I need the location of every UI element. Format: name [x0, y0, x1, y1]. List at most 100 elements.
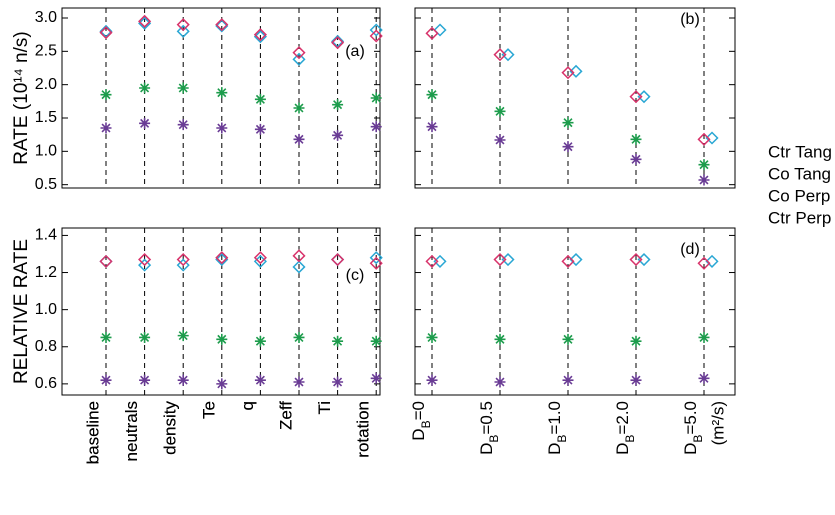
x-tick-label: rotation: [354, 401, 373, 458]
diamond-marker: [292, 52, 306, 66]
y-axis-label: RATE (10¹⁴ n/s): [11, 31, 32, 164]
diamond-marker: [697, 256, 711, 270]
diamond-marker: [493, 252, 507, 267]
asterisk-marker: [100, 374, 112, 386]
diamond-marker: [253, 251, 267, 265]
x-axis-label: (m²/s): [708, 401, 727, 445]
y-tick-label: 3.0: [35, 9, 57, 26]
diamond-marker: [425, 254, 439, 268]
asterisk-marker: [370, 121, 382, 133]
asterisk-marker: [494, 376, 506, 388]
asterisk-marker: [494, 333, 506, 345]
asterisk-marker: [562, 374, 574, 386]
diamond-marker: [215, 19, 229, 33]
asterisk-marker: [332, 129, 344, 141]
x-tick-label: DB=5.0: [681, 401, 705, 455]
diamond-marker: [292, 249, 306, 263]
x-tick-label: q: [238, 401, 257, 410]
x-tick-label: Zeff: [276, 401, 295, 430]
asterisk-marker: [216, 333, 228, 345]
diamond-marker: [629, 252, 643, 267]
diamond-marker: [99, 24, 113, 38]
diamond-marker: [215, 18, 229, 32]
y-tick-label: 1.4: [35, 227, 57, 244]
y-tick-label: 0.6: [35, 375, 57, 392]
asterisk-marker: [293, 102, 305, 114]
asterisk-marker: [254, 374, 266, 386]
asterisk-marker: [216, 87, 228, 99]
asterisk-marker: [177, 82, 189, 94]
diamond-marker: [176, 252, 190, 267]
plot-frame: [414, 227, 736, 396]
diamond-marker: [176, 24, 190, 38]
x-tick-label: rotation: [354, 401, 373, 458]
diamond-marker: [425, 26, 439, 40]
asterisk-marker: [494, 105, 506, 117]
diamond-marker: [331, 36, 345, 50]
diamond-marker: [705, 254, 719, 268]
diamond-marker: [253, 30, 267, 44]
asterisk-marker: [370, 92, 382, 104]
asterisk-marker: [100, 89, 112, 101]
x-tick-label: Zeff: [276, 401, 295, 430]
diamond-marker: [138, 258, 152, 272]
legend-entry: Co Perp: [768, 186, 830, 205]
diamond-marker: [138, 16, 152, 30]
diamond-marker: [569, 64, 583, 78]
y-axis-label: RELATIVE RATE: [11, 239, 32, 384]
diamond-marker: [331, 252, 345, 267]
panel-label: (d): [680, 241, 700, 258]
diamond-marker: [292, 46, 306, 60]
diamond-marker: [569, 252, 583, 267]
x-tick-label: Ti: [315, 401, 334, 415]
asterisk-marker: [562, 333, 574, 345]
asterisk-marker: [630, 374, 642, 386]
asterisk-marker: [562, 141, 574, 153]
asterisk-marker: [630, 133, 642, 145]
diamond-marker: [629, 90, 643, 104]
diamond-marker: [561, 66, 575, 80]
x-tick-label: Ti: [315, 401, 334, 415]
diamond-marker: [215, 251, 229, 265]
asterisk-marker: [254, 123, 266, 135]
diamond-marker: [369, 251, 383, 265]
x-tick-label: DB=0: [409, 401, 433, 441]
asterisk-marker: [426, 331, 438, 343]
x-tick-label: neutrals: [122, 401, 141, 461]
x-tick-label: DB=0.5: [477, 401, 501, 455]
asterisk-marker: [332, 99, 344, 111]
diamond-marker: [176, 258, 190, 272]
diamond-marker: [433, 23, 447, 37]
x-tick-label: DB=2.0: [613, 401, 637, 455]
plot-frame: [414, 7, 736, 189]
y-tick-label: 1.0: [35, 143, 57, 160]
diamond-marker: [637, 252, 651, 267]
diamond-marker: [138, 252, 152, 267]
asterisk-marker: [426, 121, 438, 133]
asterisk-marker: [293, 376, 305, 388]
diamond-marker: [99, 254, 113, 268]
y-tick-label: 2.0: [35, 76, 57, 93]
diamond-marker: [292, 260, 306, 274]
asterisk-marker: [293, 331, 305, 343]
x-tick-label: density: [161, 401, 180, 455]
asterisk-marker: [332, 335, 344, 347]
diamond-marker: [369, 29, 383, 43]
asterisk-marker: [630, 335, 642, 347]
diamond-marker: [215, 252, 229, 267]
diamond-marker: [331, 34, 345, 48]
y-tick-label: 1.5: [35, 109, 57, 126]
legend-entry: Ctr Tang: [768, 142, 832, 161]
x-tick-label: baseline: [83, 401, 102, 464]
panel-label: (c): [346, 267, 365, 284]
asterisk-marker: [698, 174, 710, 186]
asterisk-marker: [630, 153, 642, 165]
x-tick-label: baseline: [83, 401, 102, 464]
y-tick-label: 0.5: [35, 176, 57, 193]
x-tick-label: Te: [199, 401, 218, 419]
x-tick-label: Te: [199, 401, 218, 419]
y-tick-label: 1.0: [35, 301, 57, 318]
asterisk-marker: [494, 134, 506, 146]
asterisk-marker: [698, 159, 710, 171]
